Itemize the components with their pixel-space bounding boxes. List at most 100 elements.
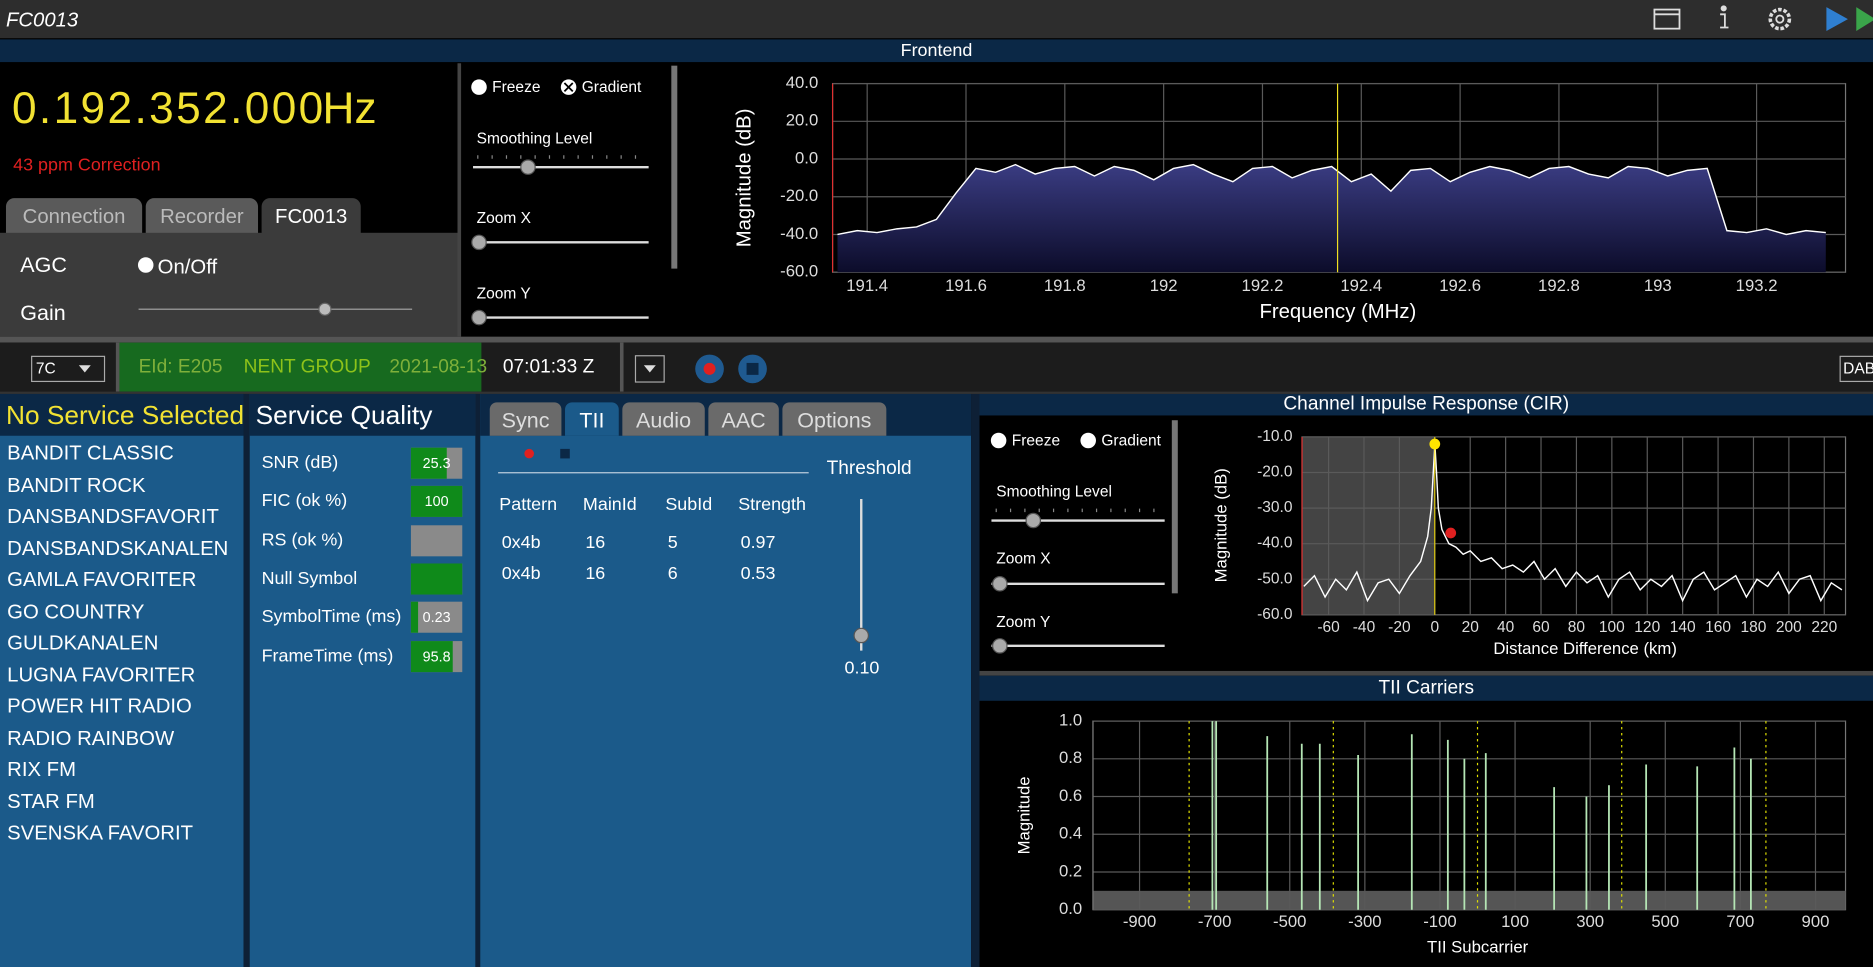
threshold-label: Threshold bbox=[826, 458, 912, 479]
agc-toggle-label[interactable]: On/Off bbox=[157, 255, 218, 279]
scrollbar[interactable] bbox=[671, 65, 678, 269]
x-tick-label: -20 bbox=[1388, 619, 1411, 636]
x-tick-label: 193 bbox=[1644, 276, 1672, 295]
quality-list: SNR (dB) 25.3 FIC (ok %) 100 RS (ok %) Null S… bbox=[250, 437, 476, 676]
mode-button[interactable]: DAB bbox=[1839, 355, 1873, 383]
service-item[interactable]: LUGNA FAVORITER bbox=[7, 663, 196, 686]
divider bbox=[457, 63, 462, 337]
tii-tab[interactable]: Options bbox=[782, 402, 887, 436]
zoom-x-slider-thumb[interactable] bbox=[471, 234, 487, 251]
y-axis-label: Magnitude (dB) bbox=[1211, 468, 1230, 582]
service-item[interactable]: STAR FM bbox=[7, 789, 95, 813]
cir-freeze-label[interactable]: Freeze bbox=[1011, 430, 1061, 449]
quality-bar bbox=[410, 563, 463, 595]
x-tick-label: 100 bbox=[1501, 912, 1529, 931]
service-item[interactable]: GULDKANALEN bbox=[7, 631, 159, 655]
separator bbox=[0, 336, 1873, 343]
tii-carriers-header: TII Carriers bbox=[979, 675, 1873, 701]
tii-tab[interactable]: Sync bbox=[489, 402, 562, 436]
frontend-tab[interactable]: FC0013 bbox=[261, 198, 361, 234]
cir-zoom-x-label: Zoom X bbox=[996, 549, 1051, 568]
divider bbox=[619, 342, 624, 392]
tii-cell: 0x4b bbox=[501, 563, 541, 584]
tii-cell: 16 bbox=[585, 532, 606, 553]
freeze-label[interactable]: Freeze bbox=[492, 77, 541, 96]
channel-select[interactable]: 7C bbox=[31, 355, 106, 383]
gradient-check bbox=[563, 82, 574, 92]
x-tick-label: -100 bbox=[1423, 912, 1456, 931]
threshold-band bbox=[1092, 890, 1846, 910]
x-tick-label: 900 bbox=[1802, 912, 1830, 931]
service-item[interactable]: POWER HIT RADIO bbox=[7, 694, 192, 718]
x-tick-label: 192.2 bbox=[1242, 276, 1284, 295]
x-tick-label: 120 bbox=[1634, 619, 1660, 636]
x-tick-label: 500 bbox=[1651, 912, 1679, 931]
frontend-header: Frontend bbox=[0, 39, 1873, 63]
x-tick-label: 193.2 bbox=[1736, 276, 1778, 295]
cir-gradient-label[interactable]: Gradient bbox=[1101, 430, 1161, 449]
x-tick-label: 80 bbox=[1568, 619, 1586, 636]
quality-bar: 95.8 bbox=[410, 640, 463, 672]
cir-smoothing-thumb[interactable] bbox=[1025, 512, 1042, 529]
gradient-label[interactable]: Gradient bbox=[581, 77, 642, 96]
cir-freeze-toggle[interactable] bbox=[990, 432, 1007, 449]
y-tick-label: 40.0 bbox=[786, 73, 819, 92]
frontend-tab[interactable]: Connection bbox=[5, 198, 143, 234]
service-item[interactable]: DANSBANDSFAVORIT bbox=[7, 504, 219, 528]
quality-label: SNR (dB) bbox=[261, 452, 339, 473]
cir-gradient-toggle[interactable] bbox=[1080, 432, 1096, 449]
x-tick-label: 20 bbox=[1462, 619, 1480, 636]
x-tick-label: 200 bbox=[1776, 619, 1802, 636]
scrollbar[interactable] bbox=[1171, 420, 1178, 594]
service-item[interactable]: GO COUNTRY bbox=[7, 599, 145, 623]
x-tick-label: 700 bbox=[1726, 912, 1754, 931]
x-tick-label: 220 bbox=[1811, 619, 1837, 636]
cir-zoom-x-thumb[interactable] bbox=[992, 576, 1008, 592]
slider-ticks bbox=[995, 508, 1155, 513]
tuner-panel bbox=[0, 232, 458, 337]
quality-bar-fill bbox=[410, 486, 463, 518]
service-item[interactable]: BANDIT CLASSIC bbox=[7, 441, 174, 465]
plot-area bbox=[831, 82, 1847, 273]
service-item[interactable]: BANDIT ROCK bbox=[7, 473, 146, 497]
service-item[interactable]: RADIO RAINBOW bbox=[7, 726, 175, 750]
service-item[interactable]: GAMLA FAVORITER bbox=[7, 568, 197, 591]
tii-tab[interactable]: Audio bbox=[622, 402, 705, 436]
x-axis-label: Frequency (MHz) bbox=[1259, 301, 1416, 323]
shaded-region bbox=[1302, 436, 1435, 615]
tii-tab[interactable]: AAC bbox=[708, 402, 779, 436]
tii-tab[interactable]: TII bbox=[565, 402, 619, 436]
frontend-tab[interactable]: Recorder bbox=[145, 198, 259, 234]
service-list: BANDIT CLASSIC BANDIT ROCK DANSBANDSFAVORI… bbox=[0, 437, 244, 962]
service-item[interactable]: SVENSKA FAVORIT bbox=[7, 821, 194, 845]
freeze-toggle[interactable] bbox=[471, 79, 487, 95]
plot-area bbox=[1301, 436, 1847, 616]
cir-zoom-y-thumb[interactable] bbox=[992, 638, 1008, 654]
y-tick-label: -20.0 bbox=[1257, 464, 1293, 481]
x-tick-label: 192 bbox=[1150, 276, 1178, 295]
cir-peak bbox=[1429, 438, 1441, 450]
cir-zoom-y-label: Zoom Y bbox=[996, 612, 1051, 631]
y-tick-label: -10.0 bbox=[1257, 428, 1293, 445]
agc-label: AGC bbox=[20, 253, 67, 277]
tii-column-header: MainId bbox=[582, 494, 637, 515]
y-tick-label: 0.4 bbox=[1059, 824, 1082, 843]
service-item[interactable]: DANSBANDSKANALEN bbox=[7, 536, 229, 560]
y-tick-label: -40.0 bbox=[780, 224, 818, 243]
x-axis-label: TII Subcarrier bbox=[1427, 937, 1529, 956]
y-tick-label: 0.8 bbox=[1059, 748, 1082, 767]
zoom-y-label: Zoom Y bbox=[476, 284, 531, 303]
smoothing-label: Smoothing Level bbox=[476, 128, 593, 147]
service-panel bbox=[0, 393, 244, 967]
quality-bar: 25.3 bbox=[410, 447, 463, 479]
gain-label: Gain bbox=[20, 300, 66, 325]
divider bbox=[475, 393, 481, 967]
y-tick-label: 0.0 bbox=[1059, 899, 1082, 918]
tii-cell: 5 bbox=[667, 532, 678, 553]
gradient-toggle[interactable] bbox=[560, 79, 577, 95]
service-item[interactable]: RIX FM bbox=[7, 758, 76, 781]
zoom-y-slider-thumb[interactable] bbox=[471, 309, 487, 326]
smoothing-slider-thumb[interactable] bbox=[520, 159, 536, 175]
ensemble-id: EId: E205 bbox=[138, 356, 223, 378]
x-tick-label: 100 bbox=[1599, 619, 1625, 636]
